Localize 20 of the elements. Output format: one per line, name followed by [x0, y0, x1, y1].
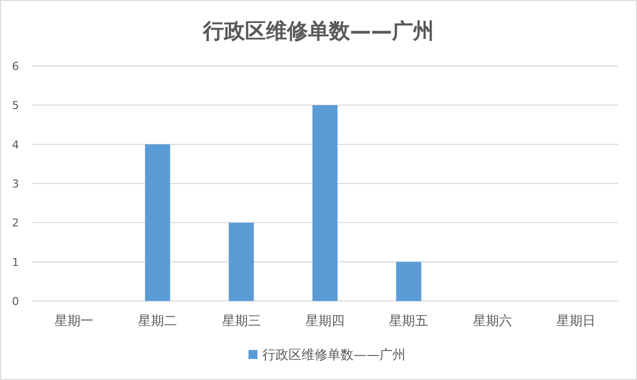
- y-tick-label: 2: [12, 216, 19, 230]
- x-tick-label: 星期三: [222, 314, 261, 329]
- x-tick-label: 星期六: [472, 314, 512, 329]
- bar: [145, 144, 170, 301]
- y-tick-label: 6: [12, 60, 19, 73]
- x-tick-label: 星期四: [306, 314, 344, 329]
- y-tick-label: 1: [12, 256, 19, 269]
- bar: [396, 262, 422, 301]
- legend-label: 行政区维修单数——广州: [262, 348, 406, 363]
- x-tick-label: 星期一: [54, 314, 94, 329]
- y-tick-label: 0: [12, 295, 19, 308]
- x-tick-label: 星期日: [556, 314, 596, 329]
- x-tick-label: 星期二: [138, 314, 178, 329]
- y-tick-label: 5: [12, 99, 19, 112]
- y-tick-label: 3: [12, 178, 19, 190]
- bar: [312, 105, 338, 301]
- y-tick-label: 4: [12, 138, 19, 152]
- x-tick-label: 星期五: [389, 314, 428, 329]
- bar: [228, 222, 254, 301]
- chart-title: 行政区维修单数——广州: [202, 19, 434, 43]
